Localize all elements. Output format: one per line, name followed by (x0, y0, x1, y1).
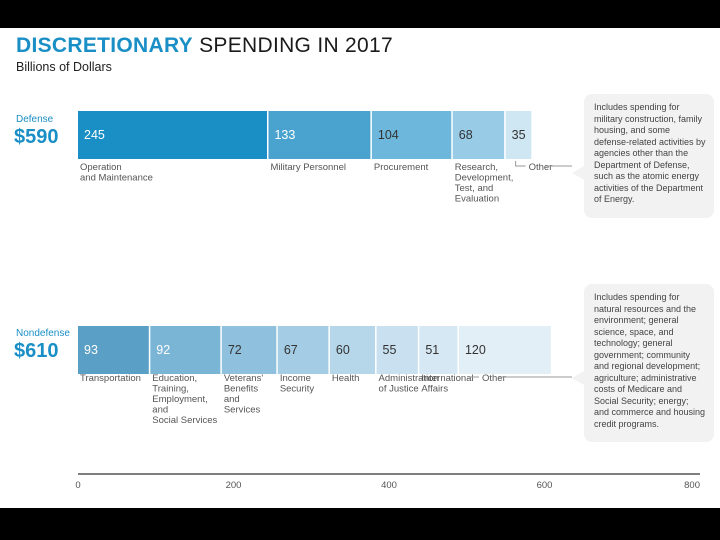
data-label: 68 (459, 128, 473, 142)
data-label: 67 (284, 343, 298, 357)
category-label: Administration of Justice (379, 373, 439, 395)
title-rest: SPENDING IN 2017 (192, 34, 393, 57)
data-label: 60 (336, 343, 350, 357)
category-label: Military Personnel (270, 162, 346, 173)
bar-segment (268, 111, 371, 159)
defense-note: Includes spending for military construct… (584, 94, 714, 218)
data-label: 72 (228, 343, 242, 357)
x-tick-label: 0 (75, 480, 80, 491)
defense-label: Defense (16, 114, 54, 125)
bar-segment (505, 111, 532, 159)
data-label: 51 (425, 343, 439, 357)
category-label: Education, Training, Employment, and Social … (152, 373, 217, 426)
chart-subtitle: Billions of Dollars (16, 60, 112, 74)
defense-note-pointer (572, 166, 584, 180)
bar-segment (452, 111, 505, 159)
bar-segment (376, 326, 418, 374)
category-label: Transportation (80, 373, 141, 384)
other-connector (468, 376, 479, 378)
bar-segment (277, 326, 329, 374)
chart-title: DISCRETIONARY SPENDING IN 2017 (16, 34, 393, 58)
nondefense-note-pointer (572, 371, 584, 385)
category-label: Procurement (374, 162, 429, 173)
stacked-bar-chart: 245 Operation and Maintenance 133 Military P… (75, 111, 700, 491)
category-label: Income Security (280, 373, 315, 395)
category-label: Other (482, 373, 506, 384)
category-label: Other (529, 162, 553, 173)
data-label: 35 (512, 128, 526, 142)
bar-segment (150, 326, 221, 374)
nondefense-total: $610 (14, 340, 59, 362)
bar-segment (458, 326, 551, 374)
category-label: Research, Development, Test, and Evaluation (455, 162, 514, 205)
bar-segment (329, 326, 376, 374)
data-label: 92 (156, 343, 170, 357)
slide: DISCRETIONARY SPENDING IN 2017 Billions … (0, 28, 720, 508)
other-connector (515, 161, 526, 167)
data-label: 93 (84, 343, 98, 357)
data-label: 133 (274, 128, 295, 142)
category-label: Operation and Maintenance (80, 162, 153, 184)
title-emphasis: DISCRETIONARY (16, 34, 193, 57)
data-label: 120 (465, 343, 486, 357)
x-tick-label: 800 (684, 480, 700, 491)
data-label: 55 (383, 343, 397, 357)
x-tick-label: 200 (226, 480, 242, 491)
category-label: Veterans' Benefits and Services (224, 373, 263, 416)
bar-segment (221, 326, 277, 374)
x-tick-label: 400 (381, 480, 397, 491)
bar-segment (78, 111, 267, 159)
defense-total: $590 (14, 126, 59, 148)
nondefense-label: Nondefense (16, 328, 70, 339)
data-label: 245 (84, 128, 105, 142)
nondefense-note: Includes spending for natural resources … (584, 284, 714, 442)
bar-segment (419, 326, 458, 374)
bar-segment (78, 326, 149, 374)
category-label: International Affairs (421, 373, 473, 395)
category-label: Health (332, 373, 359, 384)
x-tick-label: 600 (537, 480, 553, 491)
bar-segment (371, 111, 452, 159)
data-label: 104 (378, 128, 399, 142)
